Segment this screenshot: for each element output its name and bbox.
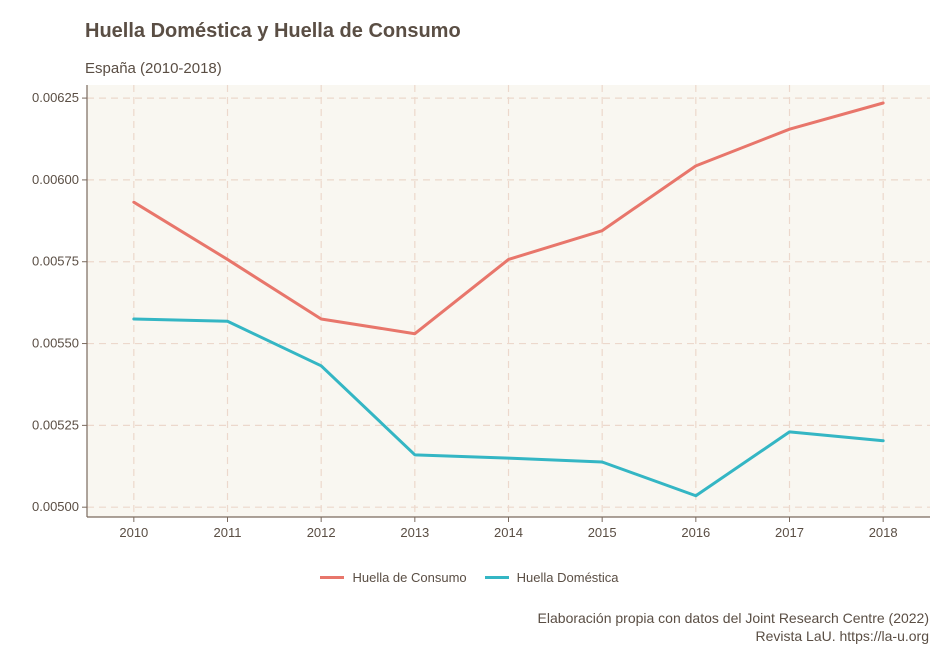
caption: Elaboración propia con datos del Joint R… <box>538 609 929 645</box>
legend: Huella de Consumo Huella Doméstica <box>0 570 939 585</box>
legend-label-consumo: Huella de Consumo <box>352 570 467 585</box>
caption-line-2: Revista LaU. https://la-u.org <box>755 628 929 644</box>
y-tick-label: 0.00600 <box>32 172 79 187</box>
legend-key-consumo <box>320 576 345 579</box>
y-tick-label: 0.00550 <box>32 336 79 351</box>
legend-item-domestica: Huella Doméstica <box>484 570 619 585</box>
legend-key-domestica <box>484 576 509 579</box>
x-tick-label: 2012 <box>307 525 336 540</box>
x-tick-label: 2011 <box>214 525 242 540</box>
x-tick-label: 2017 <box>775 525 804 540</box>
x-tick-label: 2015 <box>588 525 617 540</box>
x-tick-label: 2014 <box>494 525 523 540</box>
x-tick-label: 2010 <box>119 525 148 540</box>
chart-title: Huella Doméstica y Huella de Consumo <box>85 20 461 42</box>
x-tick-label: 2018 <box>869 525 898 540</box>
y-tick-label: 0.00500 <box>32 499 79 514</box>
x-tick-label: 2013 <box>400 525 429 540</box>
legend-label-domestica: Huella Doméstica <box>516 570 619 585</box>
series-line-1 <box>132 317 885 498</box>
x-tick-label: 2016 <box>681 525 710 540</box>
chart-subtitle: España (2010-2018) <box>85 60 222 77</box>
legend-item-consumo: Huella de Consumo <box>320 570 467 585</box>
y-tick-label: 0.00525 <box>32 417 79 432</box>
y-tick-label: 0.00575 <box>32 254 79 269</box>
caption-line-1: Elaboración propia con datos del Joint R… <box>537 610 929 626</box>
line-chart: 0.00500 0.00525 0.00550 0.00575 0.00600 0.006… <box>32 85 930 540</box>
series-line-0 <box>132 101 885 336</box>
y-tick-label: 0.00625 <box>32 90 79 105</box>
